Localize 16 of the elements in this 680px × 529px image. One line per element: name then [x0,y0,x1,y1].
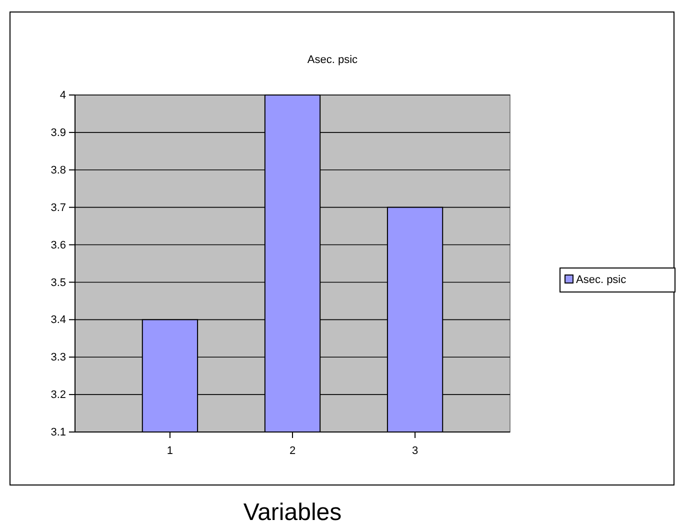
x-tick-label: 2 [289,445,296,458]
legend-label: Asec. psic [576,274,627,286]
x-tick-label: 3 [412,445,418,458]
y-tick-label: 3.5 [50,276,66,289]
x-tick-label: 1 [166,445,174,458]
y-tick-label: 3.2 [50,389,66,402]
y-tick-label: 3.4 [50,314,66,326]
y-tick-label: 3.6 [50,239,66,252]
y-tick-label: 3.7 [50,202,66,214]
y-tick-label: 3.1 [50,426,66,439]
y-tick-label: 3.9 [50,126,66,139]
y-tick-label: 4 [60,90,66,102]
x-axis-title: Variables [243,499,342,526]
chart-title: Asec. psic [307,54,358,66]
y-tick-label: 3.3 [50,352,66,364]
y-tick-label: 3.8 [50,164,66,176]
